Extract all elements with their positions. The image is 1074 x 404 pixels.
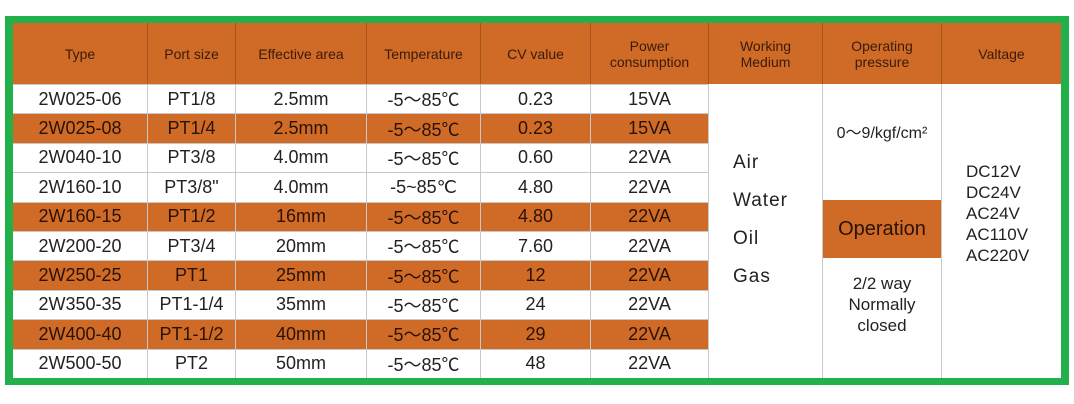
column-header: Effective area <box>236 23 367 84</box>
table-cell: -5～85℃ <box>367 143 481 173</box>
table-cell: 48 <box>481 349 591 378</box>
table-cell: 50mm <box>236 349 367 378</box>
table-cell: 2W025-06 <box>13 85 148 114</box>
table-row: 2W160-15 PT1/2 16mm -5～85℃ 4.80 22VA <box>13 201 709 231</box>
table-cell: 2W400-40 <box>13 320 148 349</box>
table-cell: -5～85℃ <box>367 349 481 378</box>
voltage: DC12V <box>966 162 1021 181</box>
table-cell: 15VA <box>591 85 709 114</box>
column-header: Operating pressure <box>823 23 942 84</box>
table-cell: -5～85℃ <box>367 290 481 320</box>
table-cell: -5～85℃ <box>367 232 481 261</box>
table-row: 2W040-10 PT3/8 4.0mm -5～85℃ 0.60 22VA <box>13 142 709 173</box>
voltage: AC110V <box>966 225 1029 244</box>
table-cell: 2.5mm <box>236 114 367 143</box>
table-cell: PT1/4 <box>148 114 236 143</box>
table-cell: 2W200-20 <box>13 232 148 261</box>
table-cell: PT3/4 <box>148 232 236 261</box>
media-cell: Air Water Oil Gas <box>709 84 823 378</box>
column-header: Port size <box>148 23 236 84</box>
table-cell: PT1-1/2 <box>148 320 236 349</box>
table-row: 2W500-50 PT2 50mm -5～85℃ 48 22VA <box>13 348 709 378</box>
medium-water: Water <box>733 190 788 211</box>
table-cell: 2W250-25 <box>13 261 148 290</box>
table-cell: 2W350-35 <box>13 290 148 320</box>
table-row: 2W025-08 PT1/4 2.5mm -5～85℃ 0.23 15VA <box>13 113 709 143</box>
table-cell: PT1/8 <box>148 85 236 114</box>
table-cell: -5～85℃ <box>367 261 481 290</box>
voltage-cell: DC12V DC24V AC24V AC110V AC220V <box>942 84 1061 378</box>
table-cell: 22VA <box>591 261 709 290</box>
column-header: Power consumption <box>591 23 709 84</box>
table-cell: -5～85℃ <box>367 320 481 349</box>
medium-gas: Gas <box>733 266 771 287</box>
operation-label: Operation <box>823 200 941 258</box>
table-cell: 35mm <box>236 290 367 320</box>
table-cell: 16mm <box>236 202 367 231</box>
table-cell: -5～85℃ <box>367 202 481 231</box>
operation-line: 2/2 way <box>852 274 912 293</box>
table-row: 2W025-06 PT1/8 2.5mm -5～85℃ 0.23 15VA <box>13 84 709 114</box>
table-cell: 40mm <box>236 320 367 349</box>
table-cell: 22VA <box>591 143 709 173</box>
table-cell: 0.23 <box>481 114 591 143</box>
table-row: 2W160-10 PT3/8" 4.0mm -5~85℃ 4.80 22VA <box>13 172 709 202</box>
table-cell: -5～85℃ <box>367 85 481 114</box>
table-cell: 4.0mm <box>236 143 367 173</box>
table-cell: 0.23 <box>481 85 591 114</box>
table-cell: 2W025-08 <box>13 114 148 143</box>
voltage: AC24V <box>966 204 1020 223</box>
medium-oil: Oil <box>733 228 760 249</box>
table-cell: 25mm <box>236 261 367 290</box>
table-cell: 2W160-10 <box>13 173 148 202</box>
table-cell: 4.80 <box>481 202 591 231</box>
column-header: Temperature <box>367 23 481 84</box>
medium-air: Air <box>733 152 760 173</box>
table-cell: 24 <box>481 290 591 320</box>
spec-table: Air Water Oil Gas 0～9/kgf/cm² Operation … <box>13 23 1061 378</box>
column-header: Type <box>13 23 148 84</box>
table-cell: 22VA <box>591 232 709 261</box>
column-header: Working Medium <box>709 23 823 84</box>
table-cell: -5~85℃ <box>367 173 481 202</box>
table-cell: 15VA <box>591 114 709 143</box>
table-cell: 29 <box>481 320 591 349</box>
table-cell: PT1 <box>148 261 236 290</box>
operation-line: closed <box>857 316 907 335</box>
table-row: 2W350-35 PT1-1/4 35mm -5～85℃ 24 22VA <box>13 289 709 320</box>
table-cell: 22VA <box>591 202 709 231</box>
column-header: Valtage <box>942 23 1061 84</box>
table-cell: PT1/2 <box>148 202 236 231</box>
table-cell: 2W160-15 <box>13 202 148 231</box>
table-cell: 2W500-50 <box>13 349 148 378</box>
operation-line: Normally <box>848 295 916 314</box>
table-cell: 0.60 <box>481 143 591 173</box>
table-cell: 12 <box>481 261 591 290</box>
table-cell: 20mm <box>236 232 367 261</box>
table-cell: 22VA <box>591 349 709 378</box>
column-header: CV value <box>481 23 591 84</box>
table-cell: 22VA <box>591 173 709 202</box>
voltage: AC220V <box>966 246 1030 265</box>
table-cell: 4.0mm <box>236 173 367 202</box>
table-cell: PT3/8 <box>148 143 236 173</box>
table-cell: 7.60 <box>481 232 591 261</box>
table-cell: PT3/8" <box>148 173 236 202</box>
table-row: 2W400-40 PT1-1/2 40mm -5～85℃ 29 22VA <box>13 319 709 349</box>
table-cell: -5～85℃ <box>367 114 481 143</box>
table-cell: 2W040-10 <box>13 143 148 173</box>
pressure-value: 0～9/kgf/cm² <box>836 125 928 142</box>
table-row: 2W250-25 PT1 25mm -5～85℃ 12 22VA <box>13 260 709 290</box>
table-cell: PT1-1/4 <box>148 290 236 320</box>
voltage: DC24V <box>966 183 1021 202</box>
table-cell: 22VA <box>591 320 709 349</box>
table-cell: 4.80 <box>481 173 591 202</box>
table-cell: 22VA <box>591 290 709 320</box>
table-cell: PT2 <box>148 349 236 378</box>
table-row: 2W200-20 PT3/4 20mm -5～85℃ 7.60 22VA <box>13 231 709 261</box>
table-cell: 2.5mm <box>236 85 367 114</box>
pressure-cell: 0～9/kgf/cm² Operation 2/2 way Normally c… <box>823 84 942 378</box>
